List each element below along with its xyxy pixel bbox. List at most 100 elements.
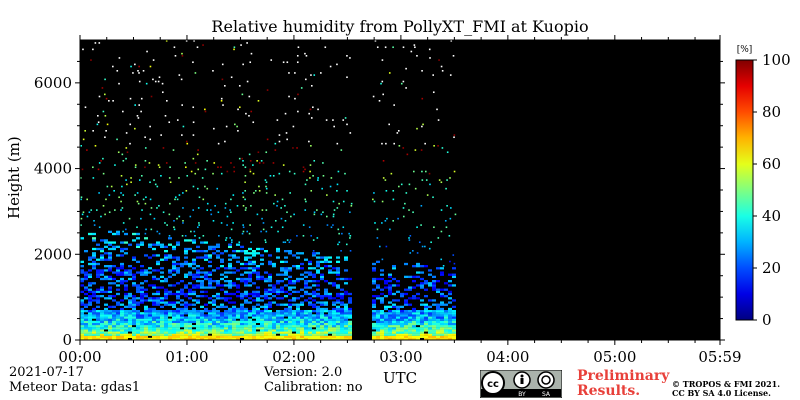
- heatmap-cell: [265, 187, 268, 190]
- heatmap-cell: [140, 288, 144, 291]
- heatmap-cell: [120, 267, 124, 270]
- heatmap-cell: [297, 110, 299, 113]
- heatmap-cell: [380, 320, 384, 324]
- heatmap-cell: [228, 307, 232, 311]
- heatmap-cell: [268, 314, 272, 317]
- heatmap-cell: [168, 310, 172, 313]
- heatmap-cell: [200, 329, 204, 332]
- heatmap-cell: [160, 275, 164, 279]
- heatmap-cell: [244, 271, 248, 274]
- heatmap-cell: [140, 217, 142, 220]
- heatmap-cell: [305, 55, 308, 57]
- heatmap-cell: [260, 337, 264, 341]
- heatmap-cell: [160, 318, 164, 321]
- heatmap-cell: [116, 288, 120, 291]
- heatmap-cell: [452, 312, 456, 315]
- heatmap-cell: [404, 325, 408, 328]
- heatmap-cell: [160, 314, 164, 317]
- heatmap-cell: [105, 97, 108, 100]
- heatmap-cell: [296, 280, 300, 283]
- heatmap-cell: [432, 312, 436, 315]
- heatmap-cell: [104, 277, 108, 281]
- heatmap-cell: [388, 316, 392, 319]
- heatmap-cell: [398, 145, 401, 147]
- heatmap-cell: [104, 115, 107, 117]
- heatmap-cell: [416, 55, 418, 57]
- heatmap-cell: [80, 237, 84, 240]
- heatmap-cell: [196, 337, 200, 341]
- heatmap-cell: [140, 273, 144, 276]
- heatmap-cell: [176, 290, 180, 294]
- heatmap-cell: [284, 256, 288, 259]
- heatmap-cell: [116, 271, 120, 274]
- heatmap-cell: [234, 123, 236, 126]
- heatmap-cell: [84, 288, 88, 291]
- heatmap-cell: [132, 295, 136, 298]
- heatmap-cell: [224, 207, 227, 209]
- heatmap-cell: [262, 222, 265, 224]
- heatmap-cell: [150, 207, 153, 209]
- heatmap-cell: [80, 299, 84, 302]
- heatmap-cell: [380, 292, 384, 296]
- heatmap-cell: [232, 194, 235, 196]
- heatmap-cell: [340, 337, 344, 341]
- heatmap-cell: [228, 312, 232, 315]
- heatmap-cell: [153, 179, 155, 181]
- heatmap-cell: [144, 237, 148, 240]
- heatmap-cell: [132, 305, 136, 309]
- heatmap-cell: [164, 297, 168, 300]
- heatmap-cell: [120, 277, 124, 281]
- heatmap-cell: [316, 292, 320, 296]
- heatmap-cell: [452, 314, 456, 317]
- heatmap-cell: [284, 220, 287, 222]
- heatmap-cell: [136, 286, 140, 289]
- heatmap-cell: [241, 232, 244, 235]
- heatmap-cell: [236, 320, 240, 324]
- heatmap-cell: [128, 243, 132, 246]
- heatmap-cell: [156, 320, 160, 324]
- heatmap-cell: [132, 337, 136, 341]
- heatmap-cell: [336, 325, 340, 328]
- heatmap-cell: [162, 211, 165, 214]
- heatmap-cell: [104, 320, 108, 324]
- heatmap-cell: [344, 292, 348, 296]
- heatmap-cell: [310, 85, 313, 87]
- heatmap-cell: [204, 329, 208, 332]
- heatmap-cell: [174, 198, 176, 201]
- heatmap-cell: [104, 78, 106, 81]
- heatmap-cell: [224, 275, 228, 279]
- heatmap-cell: [197, 149, 199, 151]
- heatmap-cell: [156, 337, 160, 341]
- heatmap-cell: [416, 284, 420, 287]
- heatmap-cell: [232, 271, 236, 274]
- heatmap-cell: [294, 72, 296, 74]
- heatmap-cell: [453, 134, 456, 136]
- heatmap-cell: [152, 310, 156, 313]
- heatmap-cell: [384, 312, 388, 315]
- heatmap-cell: [252, 164, 254, 166]
- heatmap-cell: [448, 297, 452, 300]
- heatmap-cell: [204, 337, 208, 341]
- heatmap-cell: [208, 282, 212, 285]
- heatmap-cell: [268, 305, 272, 309]
- heatmap-cell: [136, 284, 140, 287]
- heatmap-cell: [384, 322, 388, 326]
- heatmap-cell: [152, 59, 155, 61]
- heatmap-cell: [388, 305, 392, 309]
- heatmap-cell: [97, 168, 100, 171]
- heatmap-cell: [176, 262, 180, 266]
- heatmap-cell: [200, 295, 204, 298]
- heatmap-cell: [226, 215, 229, 218]
- heatmap-cell: [264, 288, 268, 291]
- heatmap-cell: [248, 333, 252, 336]
- heatmap-cell: [120, 320, 124, 324]
- heatmap-cell: [226, 170, 229, 173]
- heatmap-cell: [308, 140, 310, 143]
- heatmap-cell: [432, 310, 436, 313]
- heatmap-cell: [92, 320, 96, 324]
- heatmap-cell: [452, 325, 456, 328]
- heatmap-cell: [108, 322, 112, 326]
- heatmap-cell: [148, 243, 152, 246]
- heatmap-cell: [86, 149, 88, 151]
- heatmap-cell: [428, 327, 432, 330]
